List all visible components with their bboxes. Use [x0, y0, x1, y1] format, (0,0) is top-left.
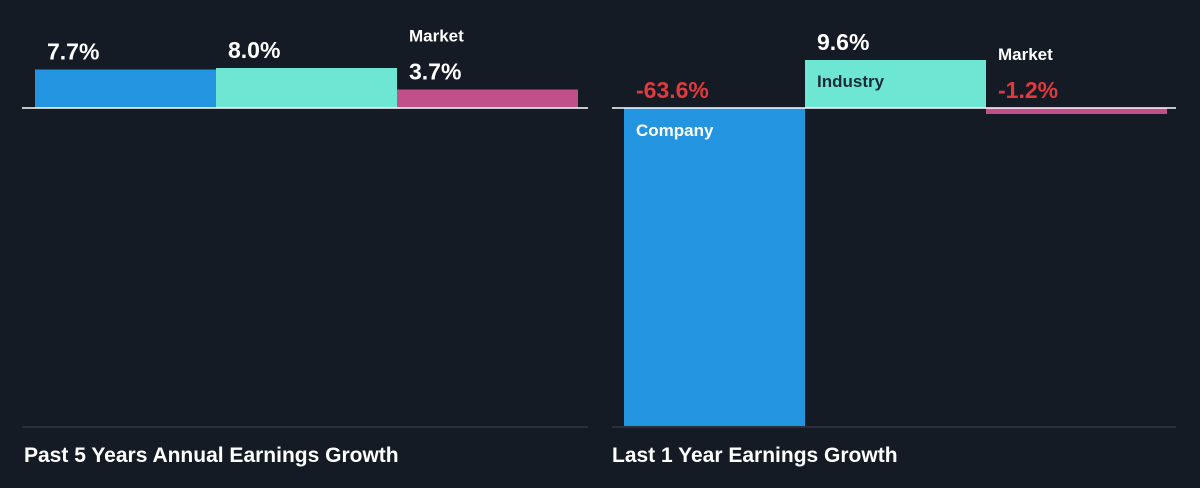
bar-industry-last-1-year: [805, 60, 986, 108]
value-label-company-last-1-year: -63.6%: [636, 77, 709, 103]
value-label-industry-last-1-year: 9.6%: [817, 29, 869, 55]
chart-title-past-5-years: Past 5 Years Annual Earnings Growth: [24, 444, 399, 467]
bar-company-past-5-years: [35, 69, 216, 108]
bar-industry-past-5-years: [216, 68, 397, 108]
value-label-industry-past-5-years: 8.0%: [228, 37, 280, 63]
category-label-market-last-1-year: Market: [998, 45, 1053, 64]
value-label-company-past-5-years: 7.7%: [47, 39, 99, 65]
bar-market-past-5-years: [397, 89, 578, 108]
value-label-market-last-1-year: -1.2%: [998, 77, 1058, 103]
value-label-market-past-5-years: 3.7%: [409, 59, 461, 85]
bar-company-last-1-year: [624, 108, 805, 426]
category-label-market-past-5-years: Market: [409, 27, 464, 46]
category-label-company-last-1-year: Company: [636, 121, 714, 140]
chart-title-last-1-year: Last 1 Year Earnings Growth: [612, 444, 898, 467]
bar-market-last-1-year: [986, 108, 1167, 114]
category-label-industry-last-1-year: Industry: [817, 72, 885, 91]
